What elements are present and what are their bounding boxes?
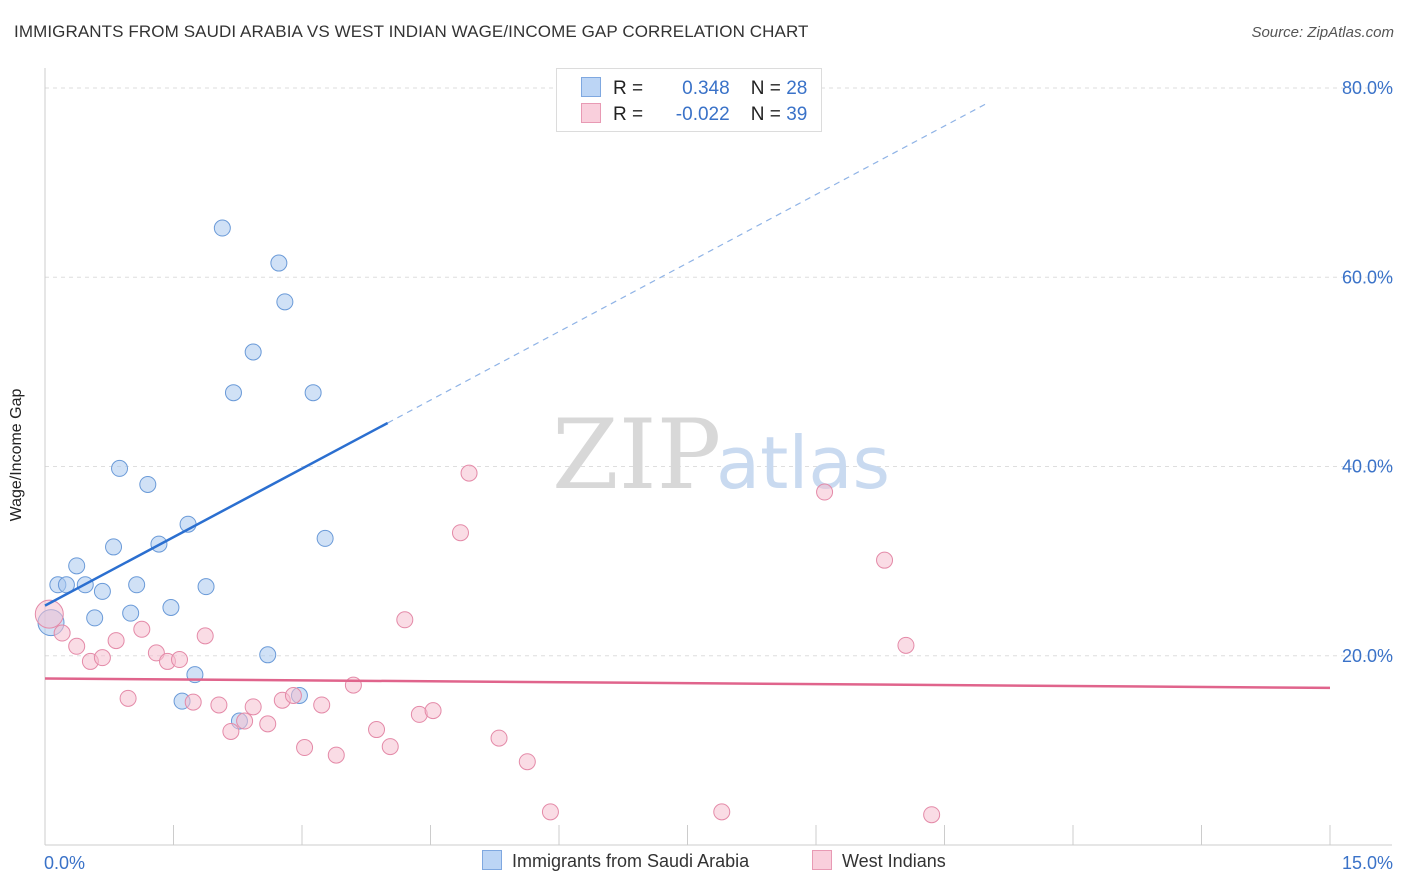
west-indian-point — [897, 636, 915, 654]
west-indian-point — [34, 599, 64, 629]
west-indian-point — [816, 483, 834, 501]
saudi-point — [162, 598, 180, 616]
west-indian-point — [196, 627, 214, 645]
west-indian-point — [424, 702, 442, 720]
west-indian-point — [381, 738, 399, 756]
saudi-point — [111, 459, 129, 477]
watermark-atlas: atlas — [716, 421, 890, 505]
saudi-point — [259, 646, 277, 664]
saudi-point — [276, 293, 294, 311]
chart-source: Source: ZipAtlas.com — [1251, 24, 1394, 41]
legend-swatch-saudi — [581, 77, 601, 97]
west-indian-point — [244, 698, 262, 716]
west-indian-point — [313, 696, 331, 714]
west-indian-point — [68, 637, 86, 655]
saudi-trend-extension — [387, 102, 988, 424]
y-tick-label: 60.0% — [1342, 267, 1393, 287]
west-indian-point — [284, 686, 302, 704]
west-indian-point — [327, 746, 345, 764]
chart-title: IMMIGRANTS FROM SAUDI ARABIA VS WEST IND… — [14, 22, 809, 41]
west-indian-point — [518, 753, 536, 771]
west-indian-point — [107, 632, 125, 650]
west-indian-point — [222, 722, 240, 740]
west-indian-point — [368, 721, 386, 739]
tick-labels: 20.0% 40.0% 60.0% 80.0% 0.0% 15.0% — [44, 78, 1393, 873]
west-indian-point — [236, 712, 254, 730]
west-indian-point — [396, 611, 414, 629]
saudi-point — [244, 343, 262, 361]
west-indian-point — [490, 729, 508, 747]
saudi-point — [86, 609, 104, 627]
west-indian-point — [460, 464, 478, 482]
legend-n-label: N = — [750, 104, 781, 125]
saudi-point — [197, 578, 215, 596]
legend-r-value-west-indians: -0.022 — [675, 104, 730, 125]
west-indian-point — [170, 651, 188, 669]
west-indian-point — [876, 551, 894, 569]
saudi-point — [213, 219, 231, 237]
west-indian-point — [184, 693, 202, 711]
correlation-legend: R = 0.348 N = 28 R = -0.022 N = 39 — [556, 68, 822, 132]
saudi-point — [93, 582, 111, 600]
saudi-point — [122, 604, 140, 622]
saudi-point — [105, 538, 123, 556]
y-tick-label: 40.0% — [1342, 457, 1393, 477]
legend-label-saudi: Immigrants from Saudi Arabia — [512, 851, 750, 871]
west-indian-point — [93, 649, 111, 667]
legend-swatch-west-indians — [581, 103, 601, 123]
grid-lines — [45, 87, 1392, 657]
saudi-point — [270, 254, 288, 272]
legend-n-value-west-indians: 39 — [786, 104, 808, 125]
west-indian-point — [119, 689, 137, 707]
west-indian-point — [451, 524, 469, 542]
legend-row-west-indians: R = -0.022 N = 39 — [581, 103, 807, 127]
legend-r-label: R = — [613, 104, 644, 125]
saudi-point — [68, 557, 86, 575]
west-indian-point — [133, 620, 151, 638]
watermark: ZIP atlas — [552, 399, 890, 511]
x-tick-label: 15.0% — [1342, 853, 1393, 873]
west-indian-trend-line — [44, 677, 1331, 690]
saudi-point — [316, 529, 334, 547]
west-indian-point — [713, 803, 731, 821]
trend-lines — [44, 102, 1331, 690]
saudi-point — [139, 475, 157, 493]
legend-n-value-saudi: 28 — [786, 78, 808, 99]
west-indian-point — [259, 715, 277, 733]
data-points — [34, 219, 941, 824]
legend-swatch-west-indians — [812, 850, 832, 870]
west-indian-point — [210, 696, 228, 714]
west-indian-point — [923, 806, 941, 824]
x-tick-label: 0.0% — [44, 853, 85, 873]
saudi-point — [224, 384, 242, 402]
west-indian-point — [541, 803, 559, 821]
legend-item-saudi[interactable]: Immigrants from Saudi Arabia — [482, 850, 749, 872]
legend-r-value-saudi: 0.348 — [682, 78, 730, 99]
legend-swatch-saudi — [482, 850, 502, 870]
legend-row-saudi: R = 0.348 N = 28 — [581, 77, 807, 101]
legend-r-label: R = — [613, 78, 644, 99]
y-tick-label: 20.0% — [1342, 646, 1393, 666]
legend-label-west-indians: West Indians — [842, 851, 946, 871]
west-indian-point — [53, 624, 71, 642]
saudi-point — [128, 576, 146, 594]
saudi-trend-line — [44, 421, 389, 607]
legend-item-west-indians[interactable]: West Indians — [812, 850, 946, 872]
y-axis-label: Wage/Income Gap — [8, 388, 25, 522]
watermark-zip: ZIP — [552, 399, 721, 511]
y-tick-label: 80.0% — [1342, 78, 1393, 98]
west-indian-point — [296, 739, 314, 757]
saudi-point — [304, 384, 322, 402]
axes — [44, 68, 1392, 846]
legend-n-label: N = — [750, 78, 781, 99]
series-legend: Immigrants from Saudi Arabia West Indian… — [0, 850, 1406, 878]
